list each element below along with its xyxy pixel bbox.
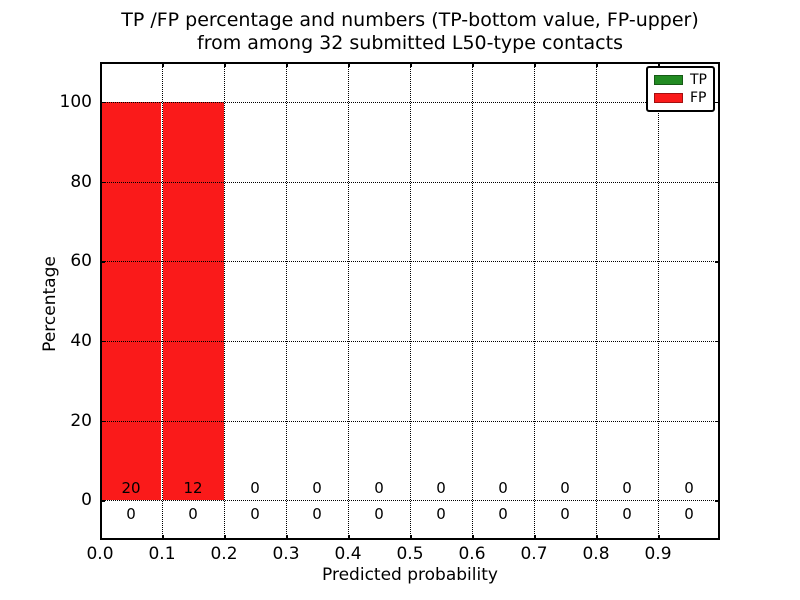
y-tick-label: 100 bbox=[59, 91, 92, 112]
x-tick-mark bbox=[286, 62, 288, 67]
legend-swatch-fp-icon bbox=[654, 92, 683, 103]
y-tick-mark bbox=[100, 261, 105, 263]
y-tick-mark bbox=[715, 101, 720, 104]
x-tick-mark bbox=[410, 535, 412, 540]
x-tick-mark bbox=[596, 535, 598, 540]
count-label-tp: 0 bbox=[126, 505, 136, 524]
x-tick-label: 0.0 bbox=[86, 544, 114, 564]
y-tick-mark bbox=[715, 500, 720, 502]
count-label-fp: 12 bbox=[183, 479, 203, 498]
x-tick-label: 0.1 bbox=[148, 544, 176, 564]
y-tick-mark bbox=[100, 500, 105, 502]
count-label-tp: 0 bbox=[622, 505, 632, 524]
y-tick-mark bbox=[100, 101, 105, 104]
y-tick-label: 0 bbox=[81, 490, 92, 511]
y-tick-label: 20 bbox=[70, 410, 92, 431]
count-label-tp: 0 bbox=[684, 505, 694, 524]
x-tick-label: 0.4 bbox=[334, 544, 362, 564]
x-tick-mark bbox=[534, 535, 536, 540]
x-tick-mark bbox=[224, 535, 226, 540]
y-tick-mark bbox=[100, 340, 105, 343]
x-tick-mark bbox=[100, 62, 102, 67]
legend-item-fp: FP bbox=[654, 91, 707, 105]
v-gridline bbox=[224, 62, 225, 540]
x-tick-mark bbox=[348, 62, 350, 67]
plot-area: 0 0 0 0 0 0 0 0 0 0 20 12 0 0 0 0 0 0 0 0 bbox=[100, 62, 720, 540]
legend-label-tp: TP bbox=[690, 72, 707, 89]
count-label-tp: 0 bbox=[498, 505, 508, 524]
y-tick-label: 60 bbox=[70, 251, 92, 272]
legend: TP FP bbox=[646, 66, 715, 112]
y-tick-mark bbox=[715, 420, 720, 422]
y-tick-label: 40 bbox=[70, 330, 92, 351]
v-gridline bbox=[348, 62, 349, 540]
x-tick-label: 0.7 bbox=[520, 544, 548, 564]
x-tick-label: 0.9 bbox=[644, 544, 672, 564]
v-gridline bbox=[162, 62, 163, 540]
count-label-fp: 0 bbox=[436, 479, 446, 498]
x-tick-mark bbox=[596, 62, 598, 67]
count-label-tp: 0 bbox=[436, 505, 446, 524]
v-gridline bbox=[472, 62, 473, 540]
legend-item-tp: TP bbox=[654, 73, 707, 87]
v-gridline bbox=[286, 62, 287, 540]
y-axis-tick-labels: 0 20 40 60 80 100 bbox=[0, 0, 92, 600]
count-label-tp: 0 bbox=[374, 505, 384, 524]
count-label-tp: 0 bbox=[188, 505, 198, 524]
count-label-tp: 0 bbox=[560, 505, 570, 524]
x-tick-label: 0.5 bbox=[396, 544, 424, 564]
y-tick-mark bbox=[715, 340, 720, 343]
count-label-fp: 0 bbox=[498, 479, 508, 498]
x-tick-mark bbox=[534, 62, 536, 67]
x-tick-label: 0.8 bbox=[582, 544, 610, 564]
v-gridline bbox=[534, 62, 535, 540]
x-tick-label: 0.6 bbox=[458, 544, 486, 564]
count-label-fp: 0 bbox=[622, 479, 632, 498]
count-label-fp: 0 bbox=[374, 479, 384, 498]
y-tick-mark bbox=[715, 181, 720, 183]
x-tick-mark bbox=[286, 535, 288, 540]
legend-label-fp: FP bbox=[690, 89, 707, 106]
x-axis-tick-labels: 0.0 0.1 0.2 0.3 0.4 0.5 0.6 0.7 0.8 0.9 bbox=[86, 544, 720, 564]
x-tick-mark bbox=[410, 62, 412, 67]
count-label-fp: 0 bbox=[560, 479, 570, 498]
x-tick-mark bbox=[658, 62, 660, 67]
y-tick-mark bbox=[100, 420, 105, 422]
v-gridline bbox=[596, 62, 597, 540]
legend-swatch-tp-icon bbox=[654, 75, 683, 86]
count-label-fp: 20 bbox=[121, 479, 141, 498]
y-tick-label: 80 bbox=[70, 171, 92, 192]
count-label-fp: 0 bbox=[250, 479, 260, 498]
y-tick-mark bbox=[100, 181, 105, 183]
x-tick-label: 0.3 bbox=[272, 544, 300, 564]
y-tick-mark bbox=[715, 261, 720, 263]
bar-fp bbox=[162, 101, 224, 501]
count-label-fp: 0 bbox=[684, 479, 694, 498]
v-gridline bbox=[410, 62, 411, 540]
x-tick-mark bbox=[348, 535, 350, 540]
chart-title: TP /FP percentage and numbers (TP-bottom… bbox=[100, 9, 720, 55]
x-tick-mark bbox=[224, 62, 226, 67]
x-tick-mark bbox=[100, 535, 102, 540]
x-tick-mark bbox=[162, 62, 164, 67]
x-tick-label: 0.2 bbox=[210, 544, 238, 564]
count-label-tp: 0 bbox=[250, 505, 260, 524]
chart-title-line1: TP /FP percentage and numbers (TP-bottom… bbox=[121, 9, 699, 31]
x-axis-label: Predicted probability bbox=[322, 565, 498, 585]
v-gridline bbox=[658, 62, 659, 540]
bar-fp bbox=[100, 101, 162, 501]
x-tick-mark bbox=[472, 62, 474, 67]
x-tick-mark bbox=[658, 535, 660, 540]
count-label-tp: 0 bbox=[312, 505, 322, 524]
chart-title-line2: from among 32 submitted L50-type contact… bbox=[197, 32, 623, 54]
count-label-fp: 0 bbox=[312, 479, 322, 498]
x-tick-mark bbox=[472, 535, 474, 540]
x-tick-mark bbox=[162, 535, 164, 540]
